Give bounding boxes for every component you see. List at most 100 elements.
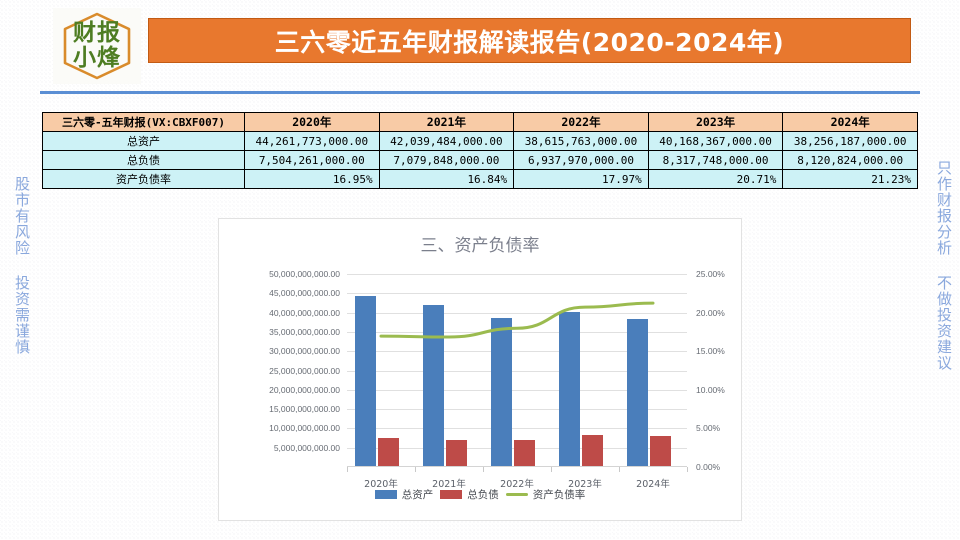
bar-total-liabilities-2024年 (650, 435, 671, 467)
cell-assets-2024: 38,256,187,000.00 (782, 131, 918, 151)
table-head: 三六零-五年财报(VX:CBXF007) 2020年 2021年 2022年 2… (42, 112, 918, 132)
cell-assets-2021: 42,039,484,000.00 (378, 131, 515, 151)
hexagon-outline-icon (63, 12, 131, 80)
gridline (347, 409, 687, 411)
x-tick-mark (619, 467, 620, 472)
y-tick-left: 20,000,000,000.00 (269, 384, 340, 395)
gridline (347, 312, 687, 314)
gridline (347, 428, 687, 430)
x-tick-label: 2024年 (636, 479, 670, 490)
brand-logo: 财报 小烽 (53, 8, 141, 84)
cell-ratio-2021: 16.84% (378, 169, 515, 189)
ratio-line-path (379, 301, 655, 339)
table-col-2021: 2021年 (378, 112, 515, 132)
x-tick-label: 2020年 (364, 479, 398, 490)
y-tick-left: 15,000,000,000.00 (269, 404, 340, 415)
gridline (347, 370, 687, 372)
page-title: 三六零近五年财报解读报告(2020-2024年) (274, 27, 785, 57)
x-tick-mark (687, 467, 688, 472)
y-tick-right: 20.00% (696, 307, 725, 318)
bar-total-assets-2021年 (423, 304, 444, 467)
cell-assets-2023: 40,168,367,000.00 (647, 131, 784, 151)
y-tick-left: 45,000,000,000.00 (269, 288, 340, 299)
x-tick-label: 2021年 (432, 479, 466, 490)
logo-hexagon-icon: 财报 小烽 (59, 11, 135, 81)
legend-item[interactable]: 资产负债率 (505, 487, 586, 502)
x-tick-label: 2022年 (500, 479, 534, 490)
cell-ratio-2022: 17.97% (513, 169, 649, 189)
y-tick-left: 35,000,000,000.00 (269, 326, 340, 337)
gridline (347, 274, 687, 275)
cell-liab-2024: 8,120,824,000.00 (782, 150, 918, 170)
table-body: 总资产 44,261,773,000.00 42,039,484,000.00 … (42, 131, 918, 189)
chart-ratio-line (379, 301, 655, 339)
x-tick-mark (483, 467, 484, 472)
legend-label: 总资产 (401, 489, 434, 501)
legend-label: 资产负债率 (532, 489, 586, 501)
y-tick-right: 0.00% (696, 462, 721, 472)
y-tick-left: 25,000,000,000.00 (269, 365, 340, 376)
cell-liab-2020: 7,504,261,000.00 (244, 150, 380, 170)
cell-ratio-2023: 20.71% (647, 169, 784, 189)
bar-total-liabilities-2020年 (378, 438, 399, 467)
title-banner: 三六零近五年财报解读报告(2020-2024年) (148, 18, 911, 63)
gridline (347, 331, 687, 333)
table-row: 总负债 7,504,261,000.00 7,079,848,000.00 6,… (42, 150, 918, 170)
logo-line-2: 小烽 (73, 45, 121, 71)
table-col-2024: 2024年 (782, 112, 918, 132)
bar-total-assets-2023年 (559, 311, 580, 467)
bar-total-liabilities-2023年 (582, 434, 603, 467)
chart-plot-area: 5,000,000,000.00 10,000,000,000.00 15,000,… (269, 269, 725, 490)
financial-table: 三六零-五年财报(VX:CBXF007) 2020年 2021年 2022年 2… (42, 112, 918, 189)
right-slogan: 只作财报分析 不做投资建议 (935, 159, 953, 371)
table-row: 总资产 44,261,773,000.00 42,039,484,000.00 … (42, 131, 918, 151)
legend-item[interactable]: 总资产 (374, 487, 434, 502)
legend-swatch-icon (374, 490, 397, 499)
legend-swatch-icon (440, 490, 463, 499)
table-col-2022: 2022年 (513, 112, 649, 132)
y-tick-right: 15.00% (696, 346, 725, 357)
bar-total-liabilities-2021年 (446, 439, 467, 467)
cell-liab-2023: 8,317,748,000.00 (647, 150, 784, 170)
cell-liab-2021: 7,079,848,000.00 (378, 150, 515, 170)
row-label-total-assets: 总资产 (42, 131, 245, 151)
gridline (347, 351, 687, 353)
row-label-total-liabilities: 总负债 (42, 150, 245, 170)
table-col-2020: 2020年 (244, 112, 380, 132)
cell-assets-2020: 44,261,773,000.00 (244, 131, 380, 151)
y-tick-left: 50,000,000,000.00 (269, 269, 340, 279)
logo-line-1: 财报 (73, 20, 121, 46)
table-col-2023: 2023年 (647, 112, 784, 132)
x-tick-mark (415, 467, 416, 472)
y-tick-left: 5,000,000,000.00 (273, 442, 340, 453)
chart-x-axis (347, 466, 687, 467)
y-tick-left: 10,000,000,000.00 (269, 423, 340, 434)
cell-assets-2022: 38,615,763,000.00 (513, 131, 649, 151)
y-tick-left: 40,000,000,000.00 (269, 307, 340, 318)
legend-label: 总负债 (467, 489, 499, 501)
table-header-row: 三六零-五年财报(VX:CBXF007) 2020年 2021年 2022年 2… (42, 112, 918, 132)
table: 三六零-五年财报(VX:CBXF007) 2020年 2021年 2022年 2… (42, 112, 918, 189)
cell-liab-2022: 6,937,970,000.00 (513, 150, 649, 170)
y-tick-right: 10.00% (696, 384, 725, 395)
cell-ratio-2024: 21.23% (782, 169, 918, 189)
legend-swatch-icon (505, 493, 528, 496)
chart-panel: 三、资产负债率 5,000,000,000.00 10,000,000,000.0… (218, 218, 742, 521)
bar-total-assets-2022年 (491, 317, 512, 467)
row-label-debt-ratio: 资产负债率 (42, 169, 245, 189)
header-divider (40, 91, 920, 94)
bar-total-liabilities-2022年 (514, 440, 535, 467)
chart-legend: 总资产 总负债 资产负债率 (219, 487, 741, 502)
cell-ratio-2020: 16.95% (244, 169, 380, 189)
gridline (347, 389, 687, 391)
left-slogan: 股市有风险 投资需谨慎 (13, 175, 31, 355)
x-tick-mark (347, 467, 348, 472)
y-tick-right: 25.00% (696, 269, 725, 279)
bar-total-assets-2020年 (355, 296, 376, 467)
legend-item[interactable]: 总负债 (440, 487, 499, 502)
table-row: 资产负债率 16.95% 16.84% 17.97% 20.71% 21.23% (42, 169, 918, 189)
x-tick-mark (551, 467, 552, 472)
gridline (347, 293, 687, 295)
table-corner-label: 三六零-五年财报(VX:CBXF007) (42, 112, 245, 132)
